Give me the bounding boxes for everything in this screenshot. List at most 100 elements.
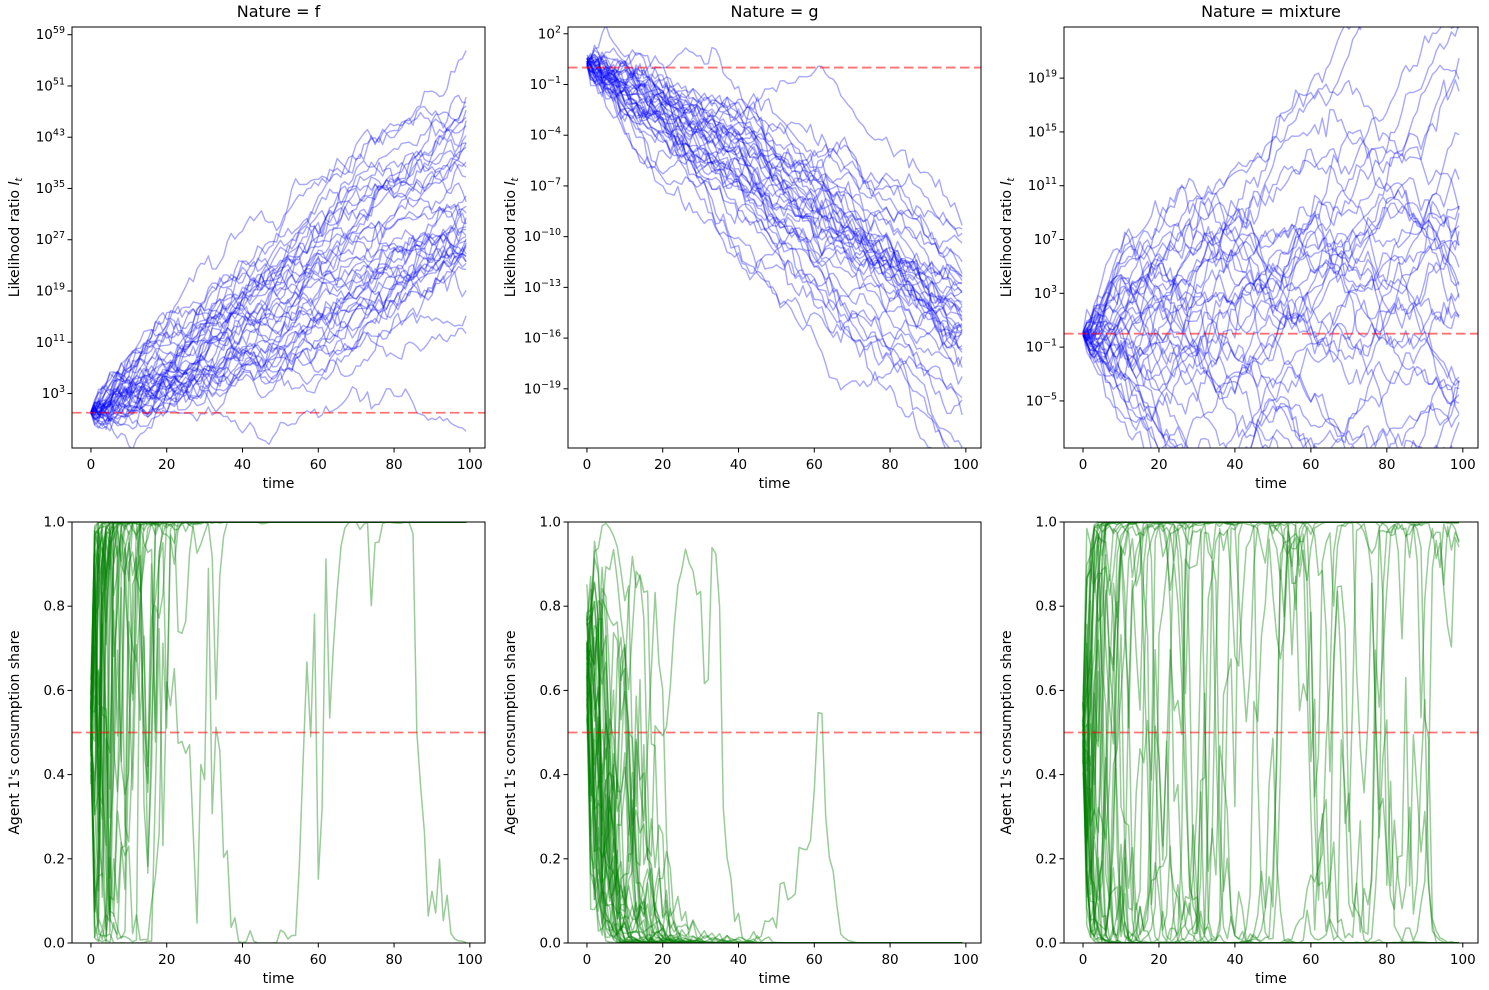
likelihood-ratio-line bbox=[90, 157, 467, 427]
consumption-share-line bbox=[90, 522, 467, 892]
axes-frame bbox=[567, 26, 982, 449]
y-tick-label: 1043 bbox=[36, 128, 65, 146]
likelihood-ratio-line bbox=[90, 238, 467, 423]
likelihood-ratio-line bbox=[1082, 79, 1460, 333]
subplot-share-g: 0 20 40 60 80 100 0.0 0.2 0.4 0.6 0.8 1.0 time Agent … bbox=[496, 495, 992, 990]
likelihood-ratio-line bbox=[1082, 108, 1460, 336]
likelihood-ratio-line bbox=[586, 62, 963, 385]
x-tick-label: 100 bbox=[953, 457, 979, 473]
likelihood-ratio-line bbox=[586, 62, 963, 334]
y-tick-label: 1019 bbox=[36, 282, 65, 300]
y-tick-label: 10−1 bbox=[1026, 338, 1057, 356]
consumption-share-line bbox=[1082, 522, 1459, 943]
subplot-share-mixture: 0 20 40 60 80 100 0.0 0.2 0.4 0.6 0.8 1.0 time Agent … bbox=[992, 495, 1489, 990]
consumption-share-line bbox=[1082, 522, 1459, 943]
consumption-share-line bbox=[90, 522, 467, 733]
likelihood-ratio-line bbox=[1082, 192, 1460, 385]
consumption-share-line bbox=[90, 522, 467, 913]
likelihood-ratio-line bbox=[90, 109, 467, 416]
likelihood-ratio-line bbox=[586, 61, 963, 368]
likelihood-ratio-line bbox=[90, 120, 467, 417]
likelihood-ratio-line bbox=[90, 228, 467, 415]
likelihood-ratio-line bbox=[1082, 177, 1460, 337]
likelihood-ratio-line bbox=[586, 27, 963, 226]
y-tick-label: 1035 bbox=[36, 179, 65, 197]
consumption-share-line bbox=[586, 570, 963, 943]
likelihood-ratio-line bbox=[586, 62, 963, 294]
likelihood-ratio-line bbox=[1082, 132, 1460, 334]
y-tick-label: 0.8 bbox=[44, 599, 65, 615]
likelihood-ratio-line bbox=[1082, 334, 1316, 448]
consumption-share-line bbox=[586, 647, 963, 943]
x-tick-label: 100 bbox=[457, 457, 483, 473]
likelihood-ratio-line bbox=[90, 256, 467, 413]
consumption-share-line bbox=[586, 666, 963, 943]
y-tick-label: 1059 bbox=[36, 25, 65, 43]
likelihood-ratio-line bbox=[90, 312, 467, 420]
x-tick-label: 100 bbox=[1450, 457, 1476, 473]
likelihood-ratio-line bbox=[1082, 27, 1460, 372]
likelihood-ratio-line bbox=[90, 256, 467, 421]
subplot-likelihood-mixture: 0 20 40 60 80 100 10−5 10−1 103 107 1011 1015 1019 Na… bbox=[992, 0, 1489, 495]
consumption-share-line bbox=[586, 581, 963, 943]
likelihood-ratio-line bbox=[1082, 27, 1459, 359]
likelihood-ratio-line bbox=[90, 246, 467, 421]
consumption-share-line bbox=[90, 522, 467, 939]
likelihood-ratio-line bbox=[586, 56, 963, 349]
likelihood-ratio-line bbox=[1082, 231, 1460, 339]
y-tick-label: 10−4 bbox=[530, 126, 561, 144]
y-tick-label: 1015 bbox=[1028, 122, 1057, 140]
likelihood-ratio-line bbox=[90, 195, 467, 419]
consumption-share-line bbox=[586, 557, 963, 943]
consumption-share-line bbox=[90, 522, 467, 918]
likelihood-ratio-line bbox=[1082, 224, 1460, 372]
consumption-share-line bbox=[1082, 522, 1459, 943]
series-lines bbox=[1082, 27, 1460, 448]
consumption-share-line bbox=[90, 522, 467, 941]
x-tick-label: 80 bbox=[1378, 952, 1395, 968]
y-tick-label: 107 bbox=[1034, 230, 1057, 248]
likelihood-ratio-line bbox=[90, 50, 467, 416]
consumption-share-line bbox=[586, 646, 963, 943]
likelihood-ratio-line bbox=[90, 111, 467, 413]
y-axis-label: Likelihood ratio lt bbox=[7, 177, 25, 298]
x-tick-label: 80 bbox=[1378, 457, 1395, 473]
y-tick-label: 0.4 bbox=[44, 767, 65, 783]
consumption-share-line bbox=[90, 522, 467, 696]
consumption-share-line bbox=[586, 649, 963, 943]
likelihood-ratio-line bbox=[1082, 332, 1460, 448]
y-tick-label: 10−19 bbox=[524, 379, 561, 397]
y-tick-label: 0.0 bbox=[44, 936, 65, 952]
consumption-share-line bbox=[1082, 522, 1459, 732]
likelihood-ratio-line bbox=[1082, 225, 1460, 448]
consumption-share-line bbox=[90, 522, 467, 940]
consumption-share-line bbox=[586, 640, 963, 943]
consumption-share-line bbox=[586, 619, 963, 943]
likelihood-ratio-line bbox=[90, 142, 467, 413]
x-tick-label: 40 bbox=[234, 952, 251, 968]
consumption-share-line bbox=[586, 643, 963, 943]
x-tick-label: 0 bbox=[583, 457, 592, 473]
likelihood-ratio-line bbox=[1082, 232, 1460, 421]
consumption-share-line bbox=[586, 622, 963, 943]
consumption-share-line bbox=[586, 662, 963, 943]
consumption-share-line bbox=[90, 522, 467, 695]
series-lines bbox=[90, 50, 467, 448]
x-tick-label: 20 bbox=[654, 952, 671, 968]
y-tick-label: 0.0 bbox=[1036, 936, 1057, 952]
likelihood-ratio-line bbox=[586, 52, 963, 306]
x-tick-label: 100 bbox=[1450, 952, 1476, 968]
axes-frame bbox=[1063, 521, 1479, 944]
likelihood-ratio-line bbox=[1082, 276, 1460, 448]
x-tick-label: 0 bbox=[1079, 457, 1088, 473]
y-tick-label: 10−10 bbox=[524, 227, 561, 245]
likelihood-ratio-line bbox=[1082, 228, 1460, 364]
likelihood-ratio-line bbox=[90, 135, 467, 426]
consumption-share-line bbox=[90, 522, 467, 742]
y-tick-label: 0.2 bbox=[1036, 851, 1057, 867]
likelihood-ratio-line bbox=[586, 66, 963, 231]
likelihood-ratio-line bbox=[586, 63, 963, 312]
likelihood-ratio-line bbox=[1082, 309, 1460, 448]
y-tick-label: 1027 bbox=[36, 230, 65, 248]
plot-title: Nature = f bbox=[237, 2, 321, 21]
